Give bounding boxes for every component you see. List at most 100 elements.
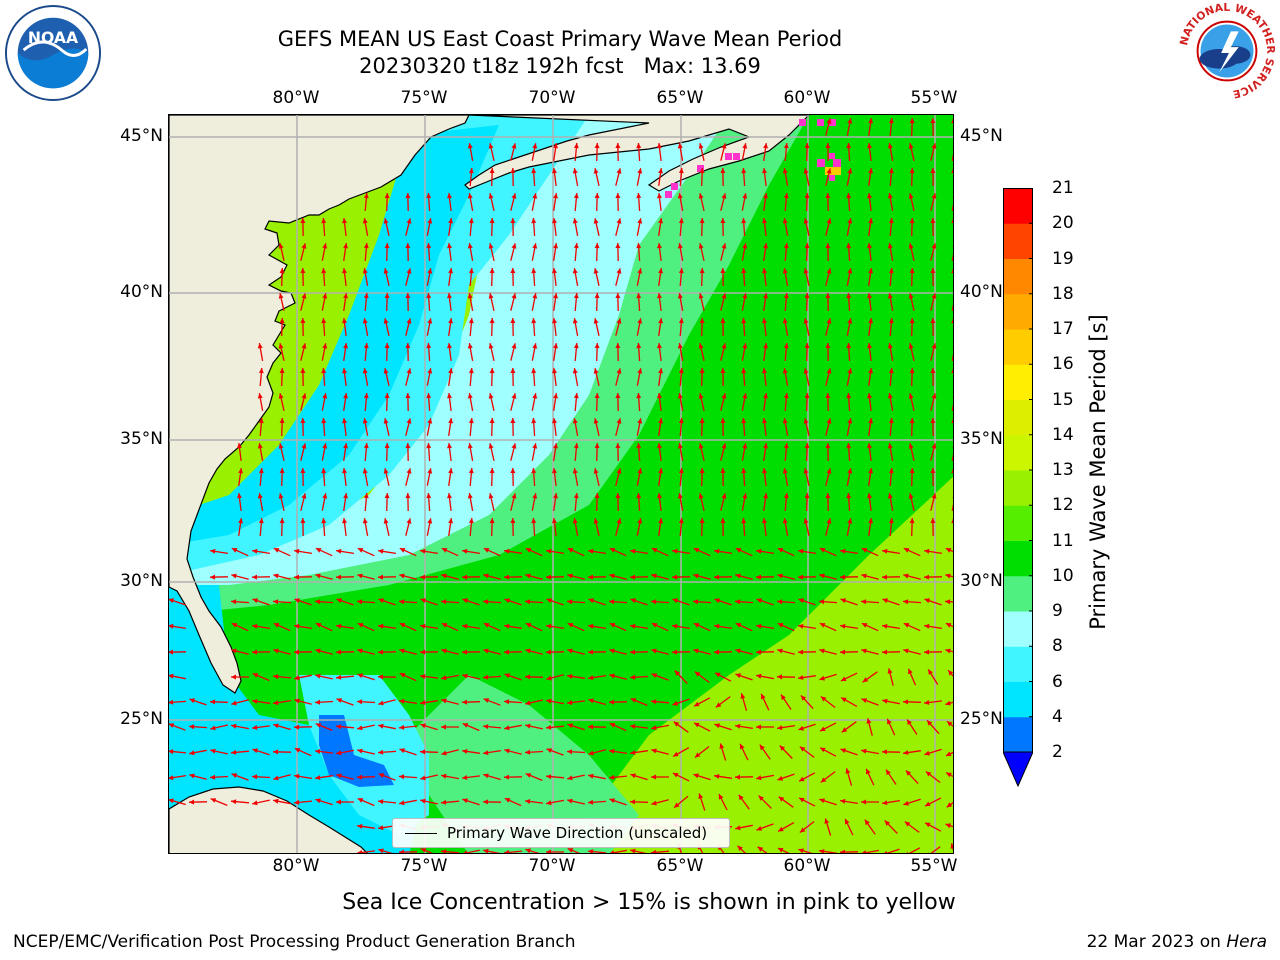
wave-arrow-head xyxy=(441,698,447,704)
colorbar-tick-label: 13 xyxy=(1052,460,1074,480)
wave-arrow-head xyxy=(378,598,384,604)
bottom-lon-label: 70°W xyxy=(528,856,576,876)
wave-arrow-head xyxy=(846,193,852,199)
wave-arrow-head xyxy=(483,599,489,605)
wave-arrow-head xyxy=(362,318,368,324)
wave-arrow-head xyxy=(777,725,783,731)
left-lat-label: 25°N xyxy=(120,709,163,729)
wave-arrow-head xyxy=(588,574,593,580)
wave-arrow-head xyxy=(757,846,764,852)
wave-arrow-head xyxy=(882,598,888,604)
wave-arrow-head xyxy=(678,218,684,224)
wave-arrow-head xyxy=(888,168,894,174)
wave-arrow-head xyxy=(231,573,237,579)
wave-arrow-head xyxy=(511,393,517,399)
wave-arrow-head xyxy=(888,268,894,274)
wave-arrow-head xyxy=(405,393,411,398)
wave-arrow-head xyxy=(798,848,804,853)
wave-arrow-head xyxy=(279,368,285,374)
wave-arrow-head xyxy=(884,820,890,826)
wave-arrow-head xyxy=(525,799,531,804)
right-lat-label: 30°N xyxy=(960,571,1003,591)
wave-arrow-head xyxy=(420,574,425,580)
wave-arrow-head xyxy=(819,798,825,804)
wave-arrow-head xyxy=(840,598,846,604)
wave-arrow-head xyxy=(420,598,426,604)
wave-arrow-head xyxy=(593,468,599,474)
wave-arrow-head xyxy=(651,599,657,605)
wave-arrow-head xyxy=(945,700,951,706)
wave-arrow-head xyxy=(907,719,912,725)
wave-arrow-head xyxy=(343,343,348,349)
wave-arrow-head xyxy=(467,343,473,349)
wave-arrow-head xyxy=(273,700,279,706)
map-panel[interactable] xyxy=(168,114,954,854)
wave-arrow-head xyxy=(420,798,426,804)
wave-arrow-head xyxy=(798,649,803,655)
wave-arrow-head xyxy=(231,648,237,654)
wave-arrow-shaft xyxy=(952,518,953,522)
wave-arrow-head xyxy=(357,673,363,679)
wave-arrow-head xyxy=(888,418,894,424)
wave-arrow-head xyxy=(258,368,264,374)
wave-arrow-shaft xyxy=(952,118,953,122)
wave-arrow-head xyxy=(826,268,832,274)
wave-arrow-head xyxy=(462,548,468,554)
wave-arrow-head xyxy=(924,623,930,629)
wave-arrow-head xyxy=(488,493,494,499)
colorbar-tick-label: 14 xyxy=(1052,424,1074,445)
wave-arrow-head xyxy=(321,318,327,324)
wave-arrow-head xyxy=(721,193,727,199)
wave-arrow-head xyxy=(721,293,727,299)
wave-arrow-head xyxy=(741,518,747,524)
wave-arrow-head xyxy=(826,368,832,374)
wave-arrow-shaft xyxy=(951,403,953,411)
wave-arrow-head xyxy=(887,718,892,725)
wave-arrow-head xyxy=(511,143,517,149)
wave-arrow-head xyxy=(888,368,894,374)
wave-arrow-head xyxy=(826,468,832,474)
wave-arrow-head xyxy=(888,218,894,224)
wave-arrow-head xyxy=(825,343,831,348)
wave-arrow-head xyxy=(694,722,700,728)
wave-arrow-shaft xyxy=(860,849,880,853)
wave-arrow-head xyxy=(300,368,306,373)
wave-arrow-head xyxy=(636,243,642,249)
wave-arrow-head xyxy=(630,724,636,729)
period-zone-6s xyxy=(169,125,499,545)
wave-arrow-head xyxy=(615,243,621,248)
wave-arrow-head xyxy=(763,143,768,149)
wave-arrow-head xyxy=(462,574,467,580)
left-lat-label: 45°N xyxy=(120,126,163,146)
cuba-land xyxy=(169,786,368,853)
wave-arrow-head xyxy=(362,218,368,224)
wave-arrow-shaft xyxy=(952,318,953,322)
wave-arrow-head xyxy=(399,849,404,853)
wave-arrow-head xyxy=(169,623,174,629)
wave-arrow-head xyxy=(462,673,468,679)
wave-arrow-head xyxy=(820,777,827,783)
wave-arrow-head xyxy=(321,468,327,474)
wave-arrow-head xyxy=(672,623,678,629)
wave-arrow-head xyxy=(593,218,599,224)
wave-arrow-head xyxy=(467,393,473,399)
wave-arrow-head xyxy=(357,725,363,731)
wave-arrow-head xyxy=(384,193,390,199)
wave-arrow-head xyxy=(847,318,853,324)
wave-arrow-head xyxy=(546,649,551,655)
wave-arrow-head xyxy=(742,493,748,499)
wave-arrow-head xyxy=(357,798,364,803)
wave-arrow-head xyxy=(905,770,912,776)
wave-arrow-head xyxy=(363,293,369,299)
wave-arrow-head xyxy=(694,671,701,677)
wave-arrow-head xyxy=(637,268,643,274)
wave-arrow-head xyxy=(904,821,911,827)
wave-arrow-head xyxy=(861,748,867,754)
colorbar-segment xyxy=(1003,258,1033,295)
wave-arrow-head xyxy=(420,623,426,629)
wave-arrow-head xyxy=(252,598,258,604)
wave-arrow-head xyxy=(782,468,788,474)
wave-arrow-head xyxy=(588,773,594,779)
colorbar-segment xyxy=(1003,399,1033,436)
wave-arrow-head xyxy=(909,318,915,324)
